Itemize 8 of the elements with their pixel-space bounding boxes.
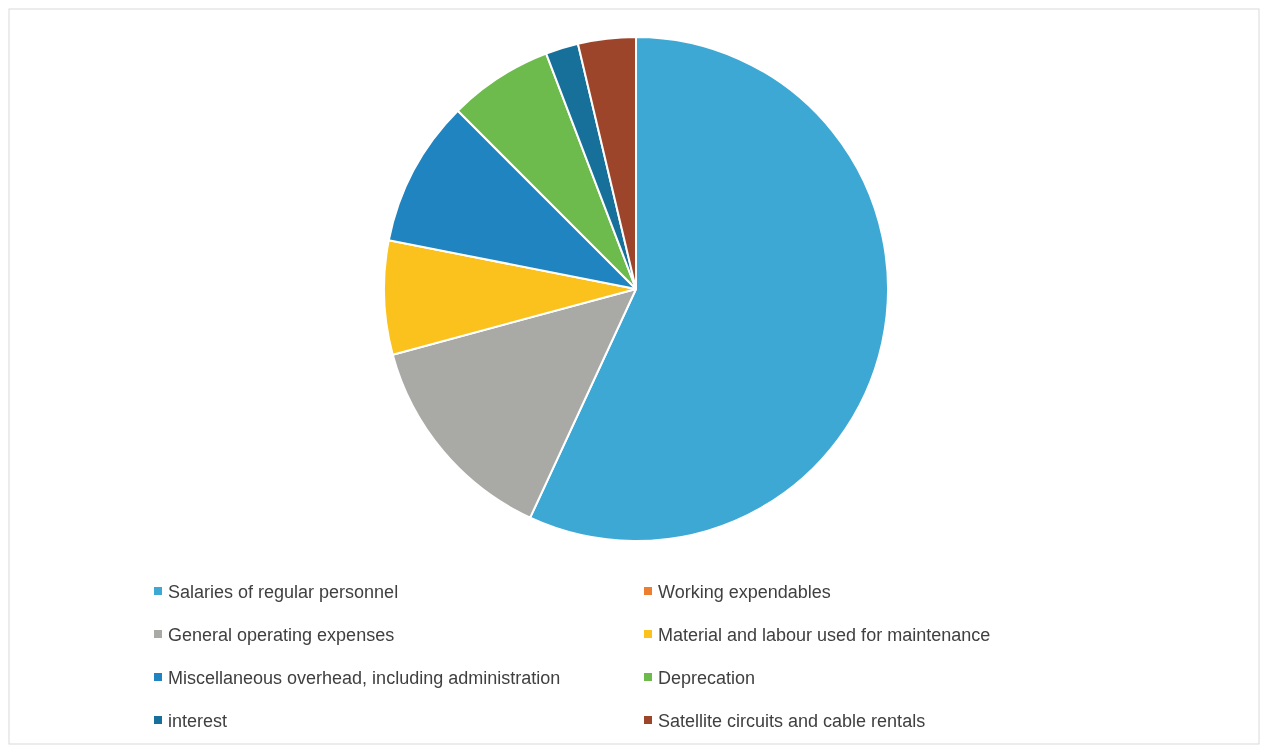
- legend-label: Working expendables: [658, 582, 831, 602]
- legend-label: Salaries of regular personnel: [168, 582, 399, 602]
- legend-label: interest: [168, 711, 228, 731]
- legend-label: Material and labour used for maintenance: [658, 625, 991, 645]
- legend-label: Miscellaneous overhead, including administration: [168, 668, 561, 688]
- legend-label: General operating expenses: [168, 625, 395, 645]
- legend-label: Deprecation: [658, 668, 756, 688]
- legend-label: Satellite circuits and cable rentals: [658, 711, 926, 731]
